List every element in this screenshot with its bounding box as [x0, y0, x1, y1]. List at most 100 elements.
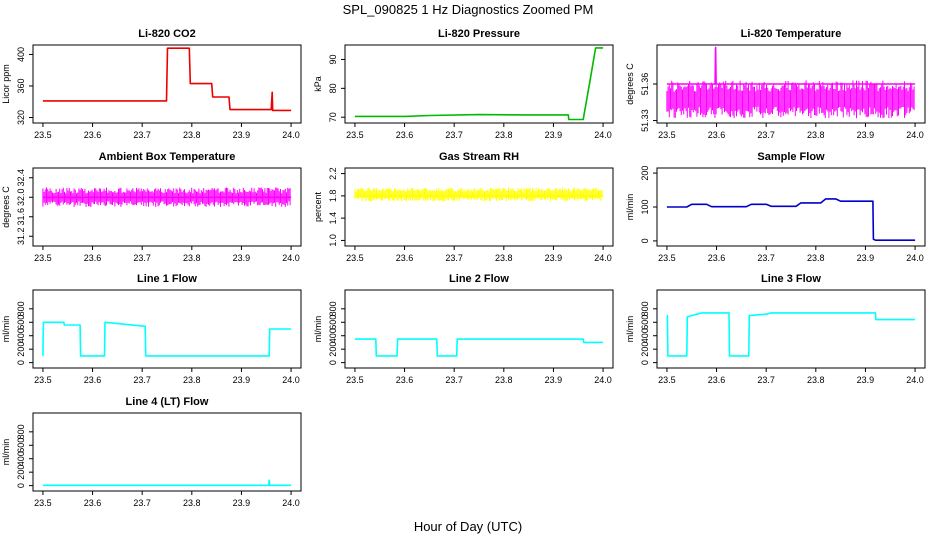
- panel-title: Ambient Box Temperature: [99, 151, 236, 163]
- panel-line-1-flow: Line 1 Flow ml/min 23.5 23.6 23.7 23.8 23.9 24.…: [1, 273, 302, 385]
- panel-title: Li-820 CO2: [138, 28, 195, 40]
- y-tick-label: 600: [16, 438, 26, 453]
- x-tick-label: 23.8: [807, 375, 825, 385]
- panel-title: Line 4 (LT) Flow: [126, 396, 209, 408]
- panel-line-2-flow: Line 2 Flow ml/min 23.5 23.6 23.7 23.8 23.9 24.…: [313, 273, 614, 385]
- x-tick-label: 23.7: [133, 375, 151, 385]
- y-tick-label: 200: [16, 465, 26, 480]
- series-line: [666, 46, 916, 85]
- x-tick-label: 23.8: [183, 375, 201, 385]
- series-line: [666, 198, 916, 241]
- x-tick-label: 23.8: [183, 253, 201, 263]
- x-tick-label: 24.0: [594, 253, 612, 263]
- y-tick-label: 32.4: [16, 169, 26, 187]
- y-tick-label: 90: [328, 54, 338, 64]
- x-tick-label: 23.8: [495, 375, 513, 385]
- x-tick-label: 23.6: [396, 130, 414, 140]
- x-tick-label: 23.9: [857, 375, 875, 385]
- x-tick-label: 23.9: [545, 130, 563, 140]
- x-tick-label: 24.0: [282, 253, 300, 263]
- y-tick-label: 400: [16, 47, 26, 62]
- x-tick-label: 24.0: [594, 130, 612, 140]
- x-tick-label: 23.9: [233, 375, 251, 385]
- y-tick-label: 51.36: [640, 73, 650, 96]
- x-tick-label: 23.5: [346, 130, 364, 140]
- panel-title: Sample Flow: [757, 151, 825, 163]
- panel-line-3-flow: Line 3 Flow ml/min 23.5 23.6 23.7 23.8 23.9 24.…: [625, 273, 926, 385]
- y-tick-label: 1.4: [328, 212, 338, 225]
- y-tick-label: 1.0: [328, 234, 338, 247]
- y-tick-label: 0: [16, 360, 26, 365]
- panel-frame: [32, 167, 302, 247]
- y-tick-label: 200: [328, 342, 338, 357]
- y-tick-label: 32.0: [16, 188, 26, 206]
- x-tick-label: 23.5: [658, 130, 676, 140]
- x-tick-label: 23.9: [233, 130, 251, 140]
- figure-title: SPL_090825 1 Hz Diagnostics Zoomed PM: [343, 2, 594, 17]
- y-tick-label: 200: [16, 342, 26, 357]
- x-tick-label: 23.8: [807, 130, 825, 140]
- y-axis-label: ml/min: [625, 316, 635, 343]
- x-tick-label: 23.5: [346, 375, 364, 385]
- y-tick-label: 600: [328, 315, 338, 330]
- x-tick-label: 23.5: [346, 253, 364, 263]
- y-axis-label: kPa: [313, 76, 323, 92]
- x-tick-label: 23.9: [545, 253, 563, 263]
- y-tick-label: 200: [640, 342, 650, 357]
- panel-title: Line 2 Flow: [449, 273, 509, 285]
- x-tick-label: 23.8: [183, 130, 201, 140]
- series-line: [666, 312, 916, 357]
- y-axis-label: Licor ppm: [1, 64, 11, 104]
- x-tick-label: 23.5: [34, 498, 52, 508]
- y-tick-label: 600: [16, 315, 26, 330]
- x-tick-label: 23.6: [84, 130, 102, 140]
- panel-frame: [344, 44, 614, 124]
- y-tick-label: 800: [328, 301, 338, 316]
- x-tick-label: 23.7: [445, 253, 463, 263]
- series-line: [42, 47, 292, 112]
- y-tick-label: 400: [16, 328, 26, 343]
- y-tick-label: 800: [16, 424, 26, 439]
- series-line: [42, 479, 292, 487]
- panel-gas-stream-rh: Gas Stream RH percent 23.5 23.6 23.7 23.8 23.9…: [313, 151, 614, 263]
- x-tick-label: 23.8: [495, 253, 513, 263]
- y-axis-label: ml/min: [625, 194, 635, 221]
- y-tick-label: 200: [640, 166, 650, 181]
- x-tick-label: 23.9: [545, 375, 563, 385]
- x-tick-label: 23.7: [757, 375, 775, 385]
- panel-title: Li-820 Pressure: [438, 28, 520, 40]
- x-tick-label: 23.8: [183, 498, 201, 508]
- x-tick-label: 23.9: [233, 253, 251, 263]
- y-axis-label: degrees C: [1, 186, 11, 228]
- y-tick-label: 31.2: [16, 227, 26, 245]
- y-tick-label: 360: [16, 78, 26, 93]
- y-tick-label: 0: [328, 360, 338, 365]
- series-line: [354, 47, 604, 121]
- y-tick-label: 2.2: [328, 167, 338, 180]
- y-tick-label: 100: [640, 199, 650, 214]
- x-tick-label: 23.5: [34, 130, 52, 140]
- x-tick-label: 23.5: [34, 375, 52, 385]
- panel-line-4-lt-flow: Line 4 (LT) Flow ml/min 23.5 23.6 23.7 23.8 23…: [1, 396, 302, 508]
- x-tick-label: 23.9: [233, 498, 251, 508]
- x-tick-label: 23.7: [133, 498, 151, 508]
- panel-li-820-temperature: Li-820 Temperature degrees C 23.5 23.6 23.7 2…: [625, 28, 926, 140]
- x-tick-label: 23.9: [857, 253, 875, 263]
- panel-frame: [32, 412, 302, 492]
- x-tick-label: 23.6: [84, 375, 102, 385]
- x-tick-label: 23.6: [708, 130, 726, 140]
- x-tick-label: 23.7: [445, 375, 463, 385]
- x-tick-label: 23.6: [708, 253, 726, 263]
- x-tick-label: 24.0: [282, 498, 300, 508]
- x-tick-label: 23.7: [445, 130, 463, 140]
- y-tick-label: 400: [640, 328, 650, 343]
- x-tick-label: 24.0: [594, 375, 612, 385]
- y-axis-label: ml/min: [1, 316, 11, 343]
- panel-title: Line 3 Flow: [761, 273, 821, 285]
- y-tick-label: 31.6: [16, 208, 26, 226]
- x-tick-label: 23.7: [133, 253, 151, 263]
- x-tick-label: 23.5: [658, 253, 676, 263]
- series-line: [354, 338, 604, 357]
